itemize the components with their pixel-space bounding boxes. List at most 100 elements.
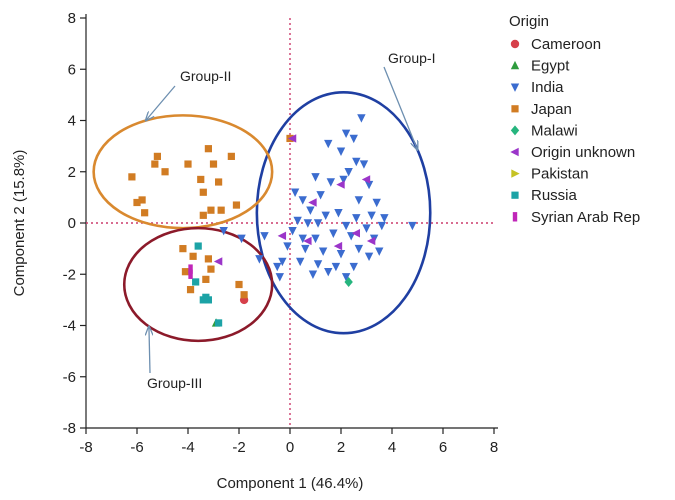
legend-marker-cameroon — [510, 39, 520, 49]
point-japan — [209, 160, 218, 168]
point-japan — [207, 265, 215, 273]
y-tick-label: -8 — [63, 420, 76, 437]
point-india — [359, 160, 369, 169]
point-india — [352, 157, 361, 167]
point-india — [364, 252, 374, 262]
legend-marker-japan — [511, 105, 519, 113]
point-japan — [204, 255, 212, 263]
point-origin-unknown — [366, 236, 376, 246]
point-india — [303, 219, 313, 228]
point-india — [372, 198, 381, 208]
point-india — [296, 257, 305, 267]
point-india — [298, 234, 307, 244]
point-india — [283, 242, 292, 251]
point-india — [347, 232, 356, 241]
y-tick-label: 0 — [68, 215, 76, 232]
point-india — [316, 191, 325, 200]
point-india — [255, 255, 264, 264]
point-japan — [153, 152, 161, 160]
x-tick-label: -4 — [181, 439, 194, 456]
point-japan — [199, 211, 207, 219]
point-india — [357, 114, 366, 123]
legend-marker-india — [510, 83, 520, 92]
x-axis-ticks: -8 -6 -4 -2 0 2 4 6 8 — [79, 428, 498, 456]
legend-marker-russia — [511, 191, 519, 199]
point-india — [275, 273, 284, 282]
group-ellipse — [122, 226, 274, 343]
point-origin-unknown — [336, 180, 345, 189]
point-india — [336, 250, 346, 259]
point-india — [313, 260, 323, 269]
legend-label-egypt: Egypt — [531, 58, 570, 75]
annotation-arrow — [146, 85, 176, 120]
point-japan — [141, 209, 149, 217]
legend-label-origin-unknown: Origin unknown — [531, 144, 635, 161]
annotation-arrow — [149, 327, 150, 374]
legend-marker-syrian-arab-rep — [512, 212, 518, 222]
group-annotations: Group-I Group-II Group-III — [146, 50, 435, 391]
point-india — [273, 262, 282, 272]
point-india — [301, 244, 310, 254]
y-tick-label: 6 — [68, 61, 76, 78]
point-india — [331, 262, 341, 272]
point-india — [367, 211, 376, 221]
point-india — [377, 221, 386, 231]
group-ellipse — [92, 114, 274, 230]
reference-lines — [86, 18, 494, 428]
group-ellipses — [92, 91, 432, 343]
point-japan — [202, 275, 210, 283]
y-axis-title: Component 2 (15.8%) — [11, 150, 28, 297]
point-japan — [207, 206, 215, 214]
point-japan — [138, 196, 146, 204]
point-origin-unknown — [308, 198, 317, 207]
point-russia — [194, 242, 202, 250]
point-india — [341, 273, 351, 282]
point-india — [313, 219, 323, 228]
point-japan — [227, 152, 235, 160]
legend-label-syrian-arab-rep: Syrian Arab Rep — [531, 209, 640, 226]
point-japan — [181, 268, 190, 276]
point-india — [354, 244, 364, 254]
point-origin-unknown — [277, 231, 287, 241]
point-india — [311, 173, 320, 182]
point-japan — [204, 145, 212, 153]
y-tick-label: 2 — [68, 164, 76, 181]
point-japan — [217, 206, 225, 214]
x-tick-label: -6 — [130, 439, 143, 456]
point-india — [341, 129, 351, 139]
point-india — [298, 196, 307, 205]
point-india — [293, 216, 302, 226]
point-russia — [215, 319, 223, 327]
point-india — [278, 257, 287, 267]
point-india — [329, 229, 338, 238]
point-japan — [179, 245, 187, 253]
point-india — [237, 234, 246, 244]
legend-title: Origin — [509, 13, 549, 30]
legend-marker-malawi — [510, 125, 520, 136]
point-india — [326, 178, 335, 187]
point-india — [260, 232, 269, 241]
legend-label-japan: Japan — [531, 101, 572, 118]
point-india — [324, 139, 333, 149]
point-india — [334, 209, 343, 218]
point-japan — [197, 175, 205, 184]
point-origin-unknown — [213, 257, 223, 266]
y-tick-label: -6 — [63, 369, 76, 386]
legend-label-russia: Russia — [531, 187, 578, 204]
point-india — [362, 224, 371, 233]
point-india — [306, 206, 315, 215]
x-tick-label: 6 — [439, 439, 447, 456]
point-japan — [151, 160, 159, 168]
point-india — [339, 175, 348, 185]
point-japan — [186, 286, 195, 294]
legend-label-india: India — [531, 79, 564, 96]
point-india — [336, 147, 346, 156]
point-india — [288, 226, 297, 236]
point-syrian-arab-rep — [188, 269, 193, 279]
point-japan — [189, 252, 197, 260]
group-label: Group-III — [147, 375, 202, 391]
data-points — [128, 114, 417, 327]
x-tick-label: 8 — [490, 439, 498, 456]
